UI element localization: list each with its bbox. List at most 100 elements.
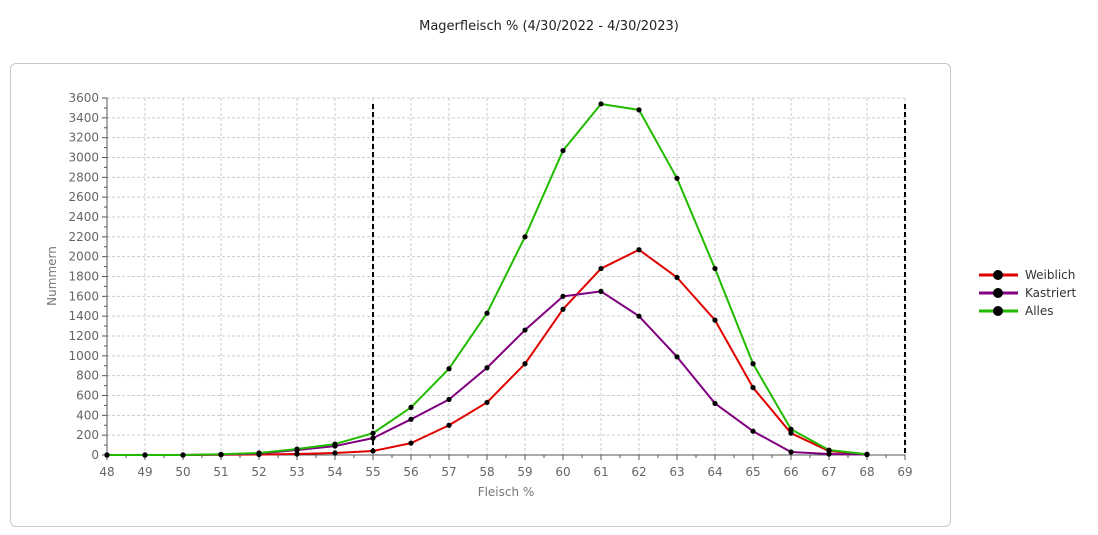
- data-point: [788, 426, 794, 432]
- data-point: [674, 175, 680, 181]
- x-tick-label: 50: [175, 465, 190, 479]
- data-point: [750, 361, 756, 367]
- data-point: [332, 450, 338, 456]
- y-tick-label: 3200: [68, 131, 99, 145]
- data-point: [370, 430, 376, 436]
- legend-marker: [993, 306, 1003, 316]
- x-tick-label: 69: [897, 465, 912, 479]
- data-point: [522, 361, 528, 367]
- x-tick-label: 48: [99, 465, 114, 479]
- data-point: [636, 247, 642, 253]
- data-point: [560, 293, 566, 299]
- y-tick-label: 1200: [68, 329, 99, 343]
- y-tick-label: 1000: [68, 349, 99, 363]
- x-tick-label: 68: [859, 465, 874, 479]
- data-point: [826, 451, 832, 457]
- data-point: [826, 447, 832, 453]
- legend: Weiblich Kastriert Alles: [979, 268, 1077, 318]
- data-point: [294, 446, 300, 452]
- data-point: [370, 448, 376, 454]
- data-point: [332, 441, 338, 447]
- y-tick-label: 3000: [68, 151, 99, 165]
- data-point: [446, 396, 452, 403]
- y-tick-label: 3400: [68, 111, 99, 125]
- x-tick-label: 56: [403, 465, 418, 479]
- data-point: [522, 234, 528, 240]
- data-point: [598, 265, 604, 272]
- data-point: [636, 313, 642, 319]
- data-point: [712, 265, 718, 272]
- y-tick-label: 2400: [68, 210, 99, 224]
- data-point: [598, 288, 604, 294]
- data-point: [864, 451, 870, 457]
- x-tick-label: 55: [365, 465, 380, 479]
- y-tick-label: 1800: [68, 270, 99, 284]
- data-point: [750, 428, 756, 434]
- data-point: [408, 440, 414, 446]
- axes: 0 200 400 600 800 1000 1200 1400 1600 1800 2000 220…: [68, 91, 912, 479]
- data-point: [560, 306, 566, 312]
- legend-label: Alles: [1025, 304, 1054, 318]
- y-tick-label: 200: [76, 428, 99, 442]
- x-tick-label: 59: [517, 465, 532, 479]
- legend-marker: [993, 270, 1003, 280]
- data-point: [674, 274, 680, 281]
- x-tick-label: 64: [707, 465, 722, 479]
- series-lines: [104, 101, 870, 458]
- data-point: [560, 147, 566, 154]
- y-tick-label: 2000: [68, 250, 99, 264]
- legend-label: Weiblich: [1025, 268, 1075, 282]
- reference-lines: [372, 104, 906, 455]
- data-point: [712, 317, 718, 323]
- x-tick-label: 61: [593, 465, 608, 479]
- data-point: [712, 400, 718, 407]
- data-point: [750, 384, 756, 391]
- data-point: [408, 416, 414, 422]
- data-point: [256, 450, 262, 456]
- y-tick-label: 1600: [68, 289, 99, 303]
- y-axis-label: Nummern: [45, 246, 59, 306]
- x-tick-label: 51: [213, 465, 228, 479]
- x-tick-label: 57: [441, 465, 456, 479]
- legend-marker: [993, 288, 1003, 298]
- data-point: [484, 310, 490, 316]
- y-tick-label: 2200: [68, 230, 99, 244]
- data-point: [598, 101, 604, 107]
- data-point: [370, 435, 376, 441]
- grid-lines: [106, 97, 906, 456]
- x-tick-label: 62: [631, 465, 646, 479]
- data-point: [674, 354, 680, 360]
- y-tick-label: 2600: [68, 190, 99, 204]
- x-tick-label: 60: [555, 465, 570, 479]
- data-point: [788, 430, 794, 436]
- x-tick-label: 58: [479, 465, 494, 479]
- data-point: [636, 107, 642, 113]
- data-point: [446, 366, 452, 372]
- data-point: [522, 327, 528, 333]
- data-point: [142, 452, 148, 458]
- chart-panel: [10, 63, 951, 527]
- y-tick-label: 600: [76, 389, 99, 403]
- y-tick-label: 2800: [68, 170, 99, 184]
- y-tick-label: 1400: [68, 309, 99, 323]
- data-point: [788, 449, 794, 455]
- data-point: [484, 399, 490, 406]
- y-tick-label: 800: [76, 369, 99, 383]
- y-tick-label: 3600: [68, 91, 99, 105]
- data-point: [294, 451, 300, 457]
- x-tick-label: 66: [783, 465, 798, 479]
- data-point: [104, 452, 110, 458]
- chart-title: Magerfleisch % (4/30/2022 - 4/30/2023): [419, 19, 679, 34]
- x-tick-label: 65: [745, 465, 760, 479]
- data-point: [218, 451, 224, 457]
- data-point: [446, 422, 452, 428]
- data-point: [484, 365, 490, 371]
- y-tick-label: 400: [76, 408, 99, 422]
- x-tick-label: 52: [251, 465, 266, 479]
- x-tick-label: 67: [821, 465, 836, 479]
- x-tick-label: 54: [327, 465, 342, 479]
- data-point: [408, 404, 414, 410]
- x-tick-label: 63: [669, 465, 684, 479]
- x-tick-label: 53: [289, 465, 304, 479]
